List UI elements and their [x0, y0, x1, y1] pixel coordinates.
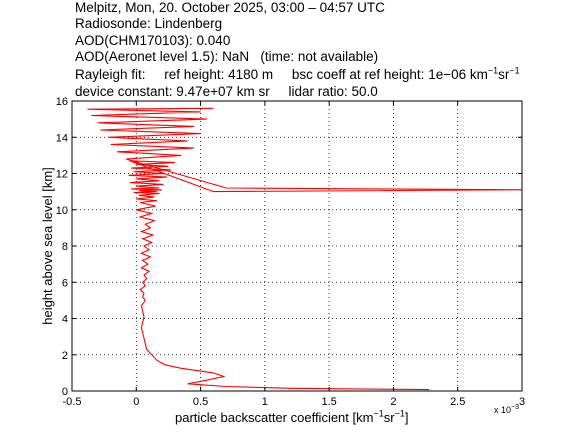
y-tick-label: 4	[62, 314, 68, 326]
y-tick-label: 10	[56, 205, 68, 217]
grid-lines	[72, 101, 522, 391]
rayleigh-unit-exp1: −1	[487, 65, 499, 76]
x-axis-label-end: ]	[404, 410, 409, 425]
y-tick-label: 0	[62, 386, 68, 398]
x-axis-multiplier: x 10−3	[494, 404, 519, 415]
x-axis-ticks: -0.5 0 0.5 1 1.5 2 2.5 3	[63, 101, 525, 408]
x-tick-label: -0.5	[63, 396, 82, 408]
x-axis-label-exp1: −1	[373, 408, 384, 419]
x-axis-multiplier-base: x 10	[494, 405, 512, 415]
backscatter-profile-line	[87, 107, 523, 391]
x-tick-label: 1.5	[321, 396, 336, 408]
rayleigh-unit-sr: sr	[498, 67, 510, 82]
x-axis-multiplier-exp: −3	[511, 404, 519, 411]
y-tick-label: 12	[56, 169, 68, 181]
y-tick-label: 16	[56, 96, 68, 108]
x-tick-label: 2	[390, 396, 396, 408]
x-tick-label: 1	[262, 396, 268, 408]
header-rayleigh-fit: Rayleigh fit: ref height: 4180 m bsc coe…	[75, 65, 520, 82]
y-tick-label: 14	[56, 132, 68, 144]
x-tick-label: 3	[519, 396, 525, 408]
y-axis-label: height above sea level [km]	[40, 167, 55, 325]
header-device-constant: device constant: 9.47e+07 km sr lidar ra…	[75, 84, 378, 99]
x-axis-label-exp2: −1	[394, 408, 405, 419]
header-location-time: Melpitz, Mon, 20. October 2025, 03:00 – …	[75, 0, 385, 15]
rayleigh-text: Rayleigh fit: ref height: 4180 m bsc coe…	[75, 67, 488, 82]
x-axis-label-main: particle backscatter coefficient [km	[175, 410, 374, 425]
x-tick-label: 0	[133, 396, 139, 408]
y-axis-ticks: 0 2 4 6 8 10 12 14 16	[56, 96, 522, 398]
header-aod-aeronet: AOD(Aeronet level 1.5): NaN (time: not a…	[75, 49, 379, 64]
y-tick-label: 8	[62, 241, 68, 253]
x-tick-label: 0.5	[193, 396, 208, 408]
rayleigh-unit-exp2: −1	[509, 65, 520, 76]
x-tick-label: 2.5	[450, 396, 465, 408]
header-aod-chm: AOD(CHM170103): 0.040	[75, 33, 231, 48]
y-tick-label: 6	[62, 277, 68, 289]
y-tick-label: 2	[62, 350, 68, 362]
header-radiosonde: Radiosonde: Lindenberg	[75, 16, 223, 31]
x-axis-label-sr: sr	[383, 410, 395, 425]
x-axis-label: particle backscatter coefficient [km−1sr…	[175, 408, 409, 425]
